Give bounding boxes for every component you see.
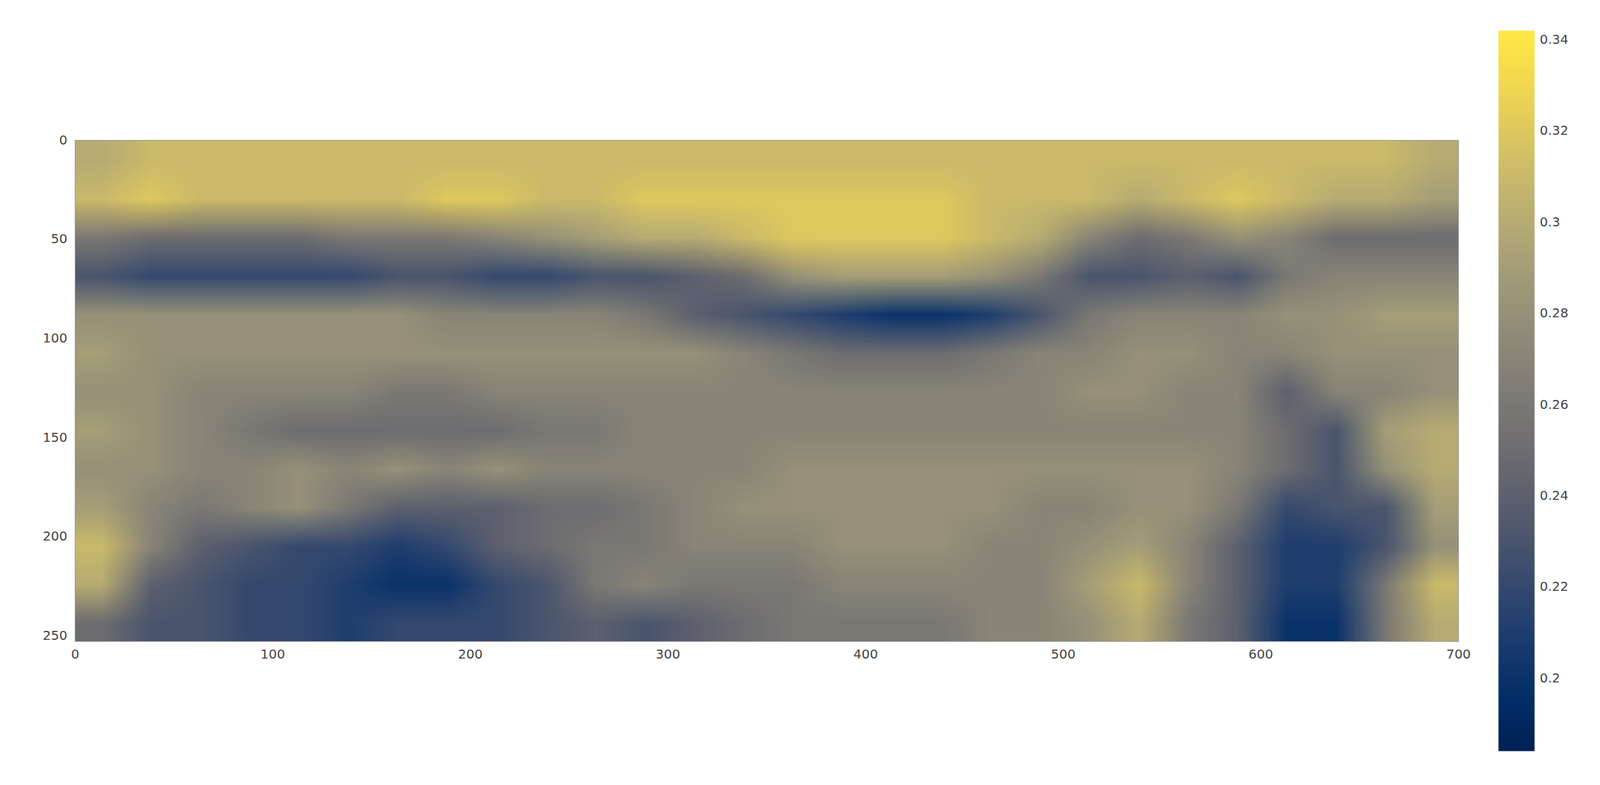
svg-text:100: 100 [42,330,68,346]
svg-text:0.26: 0.26 [1540,396,1570,412]
svg-text:500: 500 [1050,645,1076,662]
svg-text:0.22: 0.22 [1540,578,1570,594]
svg-text:150: 150 [42,429,68,445]
svg-text:250: 250 [42,627,68,643]
svg-text:100: 100 [260,645,285,662]
svg-text:300: 300 [655,645,681,662]
svg-text:600: 600 [1248,645,1274,662]
svg-text:0: 0 [70,645,80,662]
svg-text:0.24: 0.24 [1540,487,1570,503]
svg-text:700: 700 [1445,645,1471,662]
svg-text:0.28: 0.28 [1540,304,1570,321]
svg-text:400: 400 [853,645,879,662]
svg-text:200: 200 [458,645,483,662]
svg-text:0.2: 0.2 [1540,669,1561,686]
svg-text:0: 0 [59,132,68,148]
svg-text:200: 200 [42,527,68,544]
svg-text:0.32: 0.32 [1540,122,1570,138]
svg-text:0.3: 0.3 [1540,214,1561,230]
svg-text:0.34: 0.34 [1540,31,1570,48]
svg-text:50: 50 [50,230,68,247]
